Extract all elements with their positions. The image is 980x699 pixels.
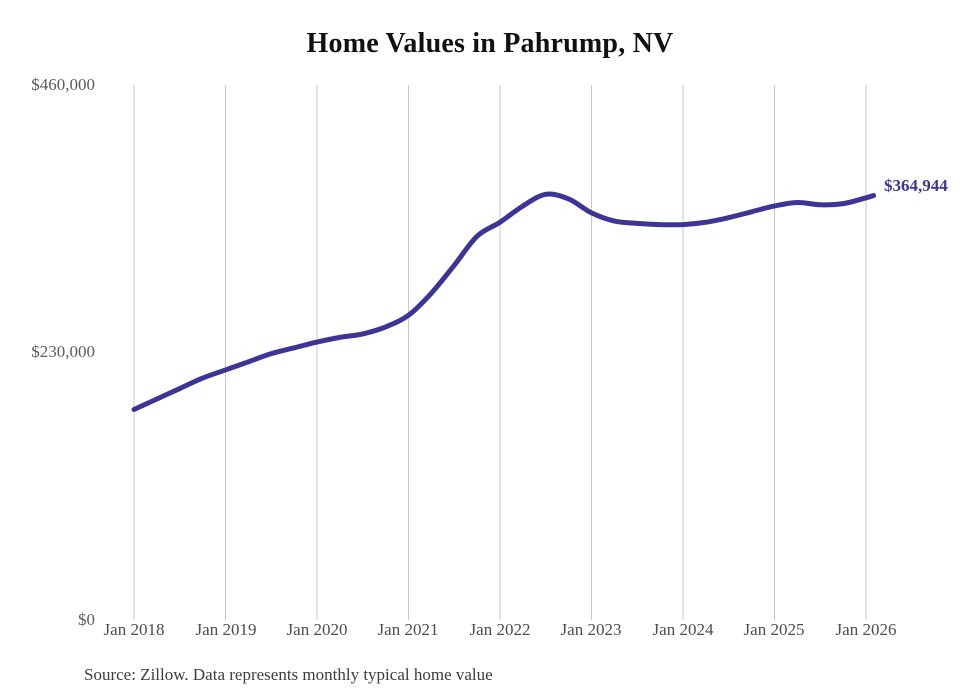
page-title: Home Values in Pahrump, NV [306,28,674,59]
series-line-typical-home-value [131,191,877,412]
x-axis-tick-jan-2024: Jan 2024 [652,620,714,639]
x-axis-tick-jan-2018: Jan 2018 [103,620,165,639]
y-axis-tick-460000: $460,000 [31,75,95,94]
y-axis-tick-230000: $230,000 [31,342,95,361]
x-axis-tick-jan-2022: Jan 2022 [469,620,531,639]
x-axis-tick-jan-2020: Jan 2020 [286,620,348,639]
source-note: Source: Zillow. Data represents monthly … [84,665,493,684]
end-value-label: $364,944 [884,176,948,195]
x-axis-tick-jan-2023: Jan 2023 [560,620,622,639]
y-axis-tick-0: $0 [78,610,95,629]
x-axis-tick-jan-2019: Jan 2019 [195,620,257,639]
x-axis-tick-jan-2026: Jan 2026 [835,620,897,639]
gridlines [133,85,867,620]
x-axis-tick-jan-2021: Jan 2021 [377,620,439,639]
x-axis-tick-jan-2025: Jan 2025 [743,620,805,639]
